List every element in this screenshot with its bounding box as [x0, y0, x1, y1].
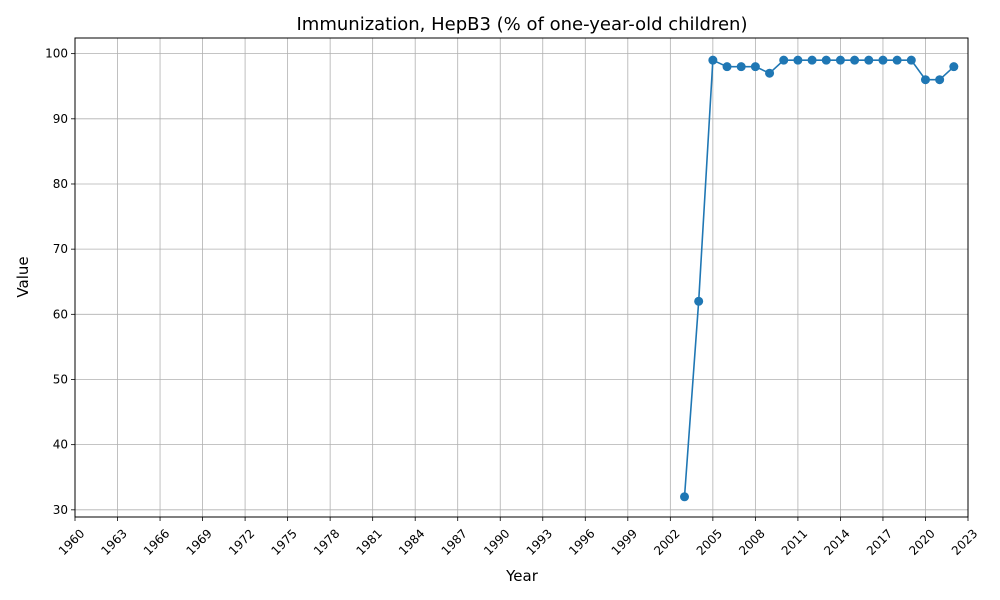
series-group	[680, 55, 959, 502]
x-tick-label: 1999	[609, 526, 640, 557]
data-point	[750, 62, 760, 72]
data-point	[850, 55, 860, 65]
plot-frame	[74, 37, 969, 518]
x-tick-label: 1972	[226, 526, 257, 557]
x-tick-label: 2011	[779, 526, 810, 557]
x-tick-label: 2023	[949, 526, 980, 557]
y-tick-label: 40	[53, 438, 68, 452]
x-tick-label: 1984	[396, 526, 427, 557]
x-tick-label: 2017	[864, 526, 895, 557]
y-tick-label: 80	[53, 177, 68, 191]
x-tick-label: 1969	[183, 526, 214, 557]
data-point	[892, 55, 902, 65]
x-tick-label: 2002	[651, 526, 682, 557]
y-tick-label: 70	[53, 242, 68, 256]
data-point	[906, 55, 916, 65]
y-tick-label: 60	[53, 307, 68, 321]
x-tick-label: 2014	[821, 526, 852, 557]
data-point	[835, 55, 845, 65]
x-tick-label: 1987	[439, 526, 470, 557]
data-point	[694, 296, 704, 306]
x-tick-label: 2005	[694, 526, 725, 557]
y-axis: 30 40 50 60 70 80 90 100	[45, 47, 75, 517]
data-point	[878, 55, 888, 65]
data-point	[807, 55, 817, 65]
x-tick-label: 1966	[141, 526, 172, 557]
data-point	[935, 75, 945, 85]
series-line	[683, 58, 955, 497]
data-point	[779, 55, 789, 65]
data-point	[949, 62, 959, 72]
x-tick-label: 1963	[98, 526, 129, 557]
data-point	[920, 75, 930, 85]
x-axis-title: Year	[505, 567, 539, 585]
data-point	[821, 55, 831, 65]
x-tick-label: 1978	[311, 526, 342, 557]
y-tick-label: 50	[53, 372, 68, 386]
data-point	[680, 492, 690, 502]
data-point	[722, 62, 732, 72]
data-point	[765, 68, 775, 78]
y-axis-title: Value	[14, 256, 32, 297]
x-tick-label: 1993	[524, 526, 555, 557]
x-tick-label: 1990	[481, 526, 512, 557]
data-point	[708, 55, 718, 65]
x-tick-label: 1960	[56, 526, 87, 557]
data-point	[864, 55, 874, 65]
x-tick-label: 1981	[354, 526, 385, 557]
x-tick-label: 1975	[268, 526, 299, 557]
x-tick-label: 2008	[736, 526, 767, 557]
y-tick-label: 30	[53, 503, 68, 517]
x-tick-label: 1996	[566, 526, 597, 557]
data-point	[736, 62, 746, 72]
y-tick-label: 100	[45, 47, 68, 61]
data-point	[793, 55, 803, 65]
chart-title: Immunization, HepB3 (% of one-year-old c…	[297, 14, 748, 35]
y-tick-label: 90	[53, 112, 68, 126]
x-axis: 1960 1963 1966 1969 1972 1975 1978 1981 1984 1987…	[56, 517, 980, 558]
x-tick-label: 2020	[906, 526, 937, 557]
grid-lines	[74, 38, 969, 517]
